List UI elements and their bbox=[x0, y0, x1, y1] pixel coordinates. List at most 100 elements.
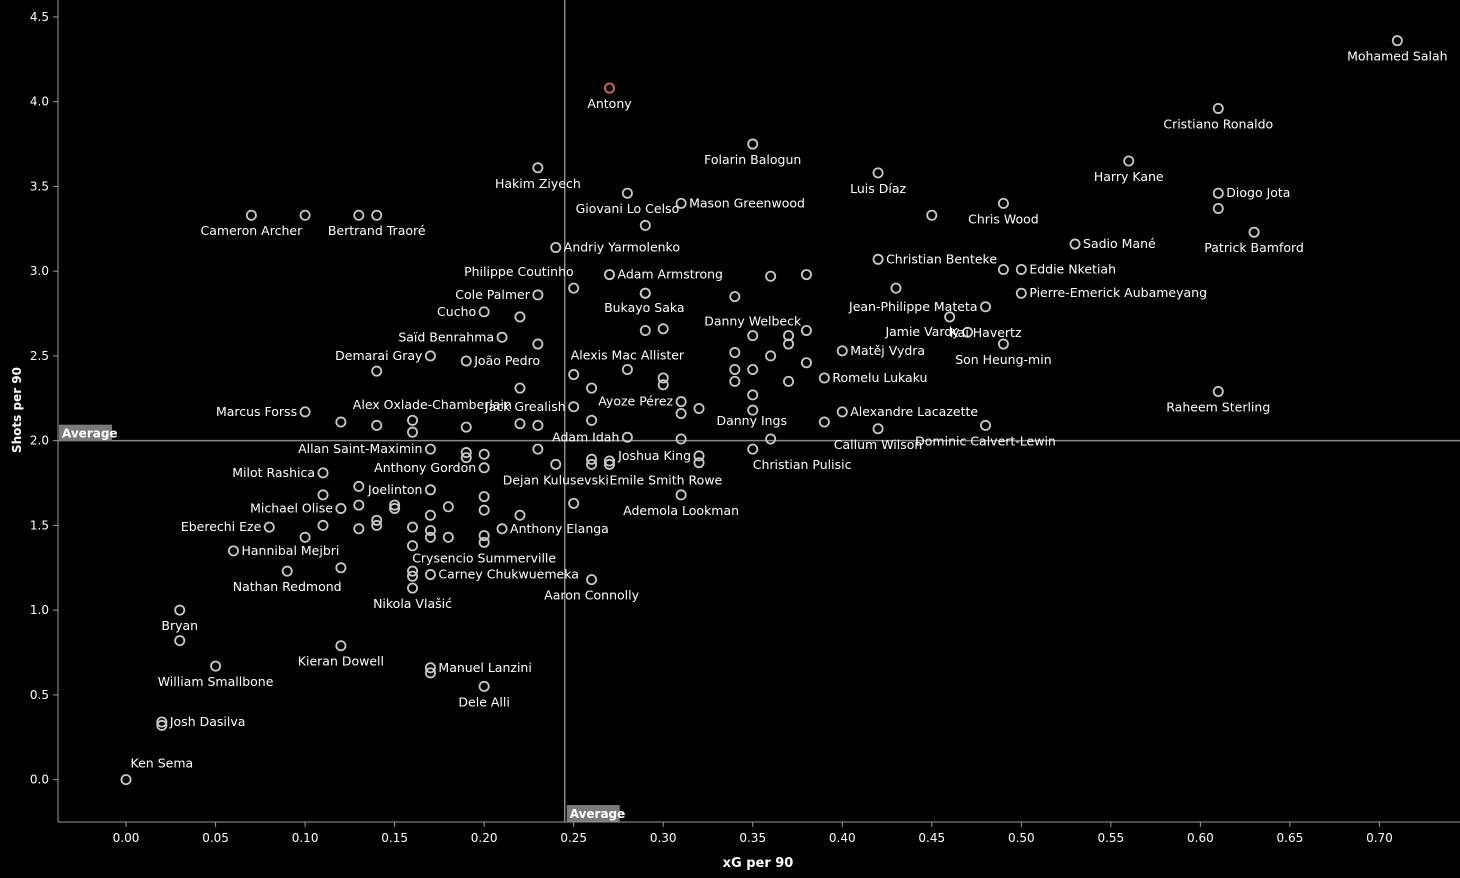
data-point bbox=[371, 519, 383, 531]
y-tick-label: 3.0 bbox=[30, 264, 49, 278]
point-label: Ademola Lookman bbox=[623, 503, 739, 518]
data-point bbox=[729, 347, 741, 359]
data-point bbox=[675, 396, 687, 408]
data-point bbox=[460, 447, 472, 459]
point-labels: Mohamed Salah Antony Cristiano Ronaldo Fola… bbox=[131, 49, 1448, 771]
data-point bbox=[460, 355, 472, 367]
point-label: Alex Oxlade-Chamberlain bbox=[353, 397, 512, 412]
data-point bbox=[299, 406, 311, 418]
point-label: Mason Greenwood bbox=[689, 195, 805, 210]
point-label: Carney Chukwuemeka bbox=[438, 567, 578, 582]
data-point bbox=[156, 716, 168, 728]
data-point bbox=[765, 350, 777, 362]
data-point bbox=[371, 514, 383, 526]
data-point bbox=[639, 287, 651, 299]
point-label: Hakim Ziyech bbox=[495, 176, 581, 191]
data-point bbox=[586, 414, 598, 426]
point-label: Saïd Benrahma bbox=[398, 329, 494, 344]
data-point bbox=[675, 408, 687, 420]
point-label: Danny Ings bbox=[716, 413, 787, 428]
data-point bbox=[227, 545, 239, 557]
data-point bbox=[586, 574, 598, 586]
data-point bbox=[747, 138, 759, 150]
data-point bbox=[783, 338, 795, 350]
data-point bbox=[765, 270, 777, 282]
y-tick-label: 2.5 bbox=[30, 349, 49, 363]
point-label: Demarai Gray bbox=[335, 348, 423, 363]
data-point bbox=[729, 291, 741, 303]
point-label: Dele Alli bbox=[458, 694, 509, 709]
point-label: Joelinton bbox=[367, 482, 422, 497]
point-label: Danny Welbeck bbox=[704, 314, 802, 329]
data-point bbox=[568, 369, 580, 381]
data-point bbox=[586, 458, 598, 470]
data-point bbox=[532, 162, 544, 174]
data-point bbox=[1212, 386, 1224, 398]
point-label: Allan Saint-Maximin bbox=[298, 441, 422, 456]
data-point bbox=[335, 416, 347, 428]
data-point bbox=[478, 530, 490, 542]
data-point bbox=[514, 311, 526, 323]
point-label: Christian Benteke bbox=[886, 251, 997, 266]
point-label: Bertrand Traoré bbox=[328, 223, 426, 238]
x-tick-label: 0.15 bbox=[381, 831, 408, 845]
data-point bbox=[478, 306, 490, 318]
data-point bbox=[997, 197, 1009, 209]
point-label: Andriy Yarmolenko bbox=[564, 239, 680, 254]
point-label: Ken Sema bbox=[131, 755, 194, 770]
data-point bbox=[424, 662, 436, 674]
data-point bbox=[747, 330, 759, 342]
data-point bbox=[1212, 102, 1224, 114]
data-point bbox=[603, 269, 615, 281]
data-point bbox=[424, 350, 436, 362]
data-point bbox=[729, 375, 741, 387]
axes: 0.00 0.05 0.10 0.15 0.20 0.25 0.30 0.35 0.40 0.45… bbox=[30, 0, 1460, 845]
x-tick-label: 0.30 bbox=[650, 831, 677, 845]
data-point bbox=[478, 680, 490, 692]
data-point bbox=[1015, 263, 1027, 275]
point-label: Josh Dasilva bbox=[169, 714, 246, 729]
x-average-label: Average bbox=[570, 807, 626, 821]
data-point bbox=[693, 450, 705, 462]
data-point bbox=[478, 462, 490, 474]
point-label: Patrick Bamford bbox=[1204, 240, 1304, 255]
x-tick-label: 0.05 bbox=[202, 831, 229, 845]
data-point bbox=[603, 82, 615, 94]
x-tick-label: 0.25 bbox=[560, 831, 587, 845]
data-point bbox=[675, 433, 687, 445]
data-point bbox=[335, 502, 347, 514]
data-point bbox=[1123, 155, 1135, 167]
data-point bbox=[836, 345, 848, 357]
point-label: Pierre-Emerick Aubameyang bbox=[1029, 285, 1207, 300]
data-point bbox=[586, 453, 598, 465]
point-label: Luis Díaz bbox=[850, 181, 906, 196]
data-point bbox=[586, 382, 598, 394]
data-point bbox=[424, 509, 436, 521]
data-point bbox=[335, 640, 347, 652]
data-point bbox=[478, 448, 490, 460]
point-label: Marcus Forss bbox=[216, 404, 297, 419]
data-point bbox=[675, 489, 687, 501]
point-label: Eberechi Eze bbox=[181, 519, 262, 534]
point-label: Dominic Calvert-Lewin bbox=[915, 433, 1056, 448]
x-tick-label: 0.40 bbox=[829, 831, 856, 845]
data-point bbox=[962, 326, 974, 338]
data-point bbox=[120, 774, 132, 786]
point-label: Emile Smith Rowe bbox=[609, 472, 722, 487]
data-point bbox=[603, 455, 615, 467]
data-point bbox=[424, 484, 436, 496]
data-point bbox=[371, 209, 383, 221]
data-point bbox=[407, 540, 419, 552]
data-point bbox=[747, 389, 759, 401]
point-label: Ayoze Pérez bbox=[598, 394, 673, 409]
point-label: Chris Wood bbox=[968, 211, 1039, 226]
point-label: Nathan Redmond bbox=[233, 579, 342, 594]
data-point bbox=[245, 209, 257, 221]
x-tick-label: 0.10 bbox=[292, 831, 319, 845]
data-point bbox=[550, 241, 562, 253]
point-label: Antony bbox=[587, 96, 632, 111]
data-point bbox=[997, 263, 1009, 275]
data-point bbox=[532, 419, 544, 431]
data-point bbox=[353, 209, 365, 221]
data-point bbox=[675, 197, 687, 209]
